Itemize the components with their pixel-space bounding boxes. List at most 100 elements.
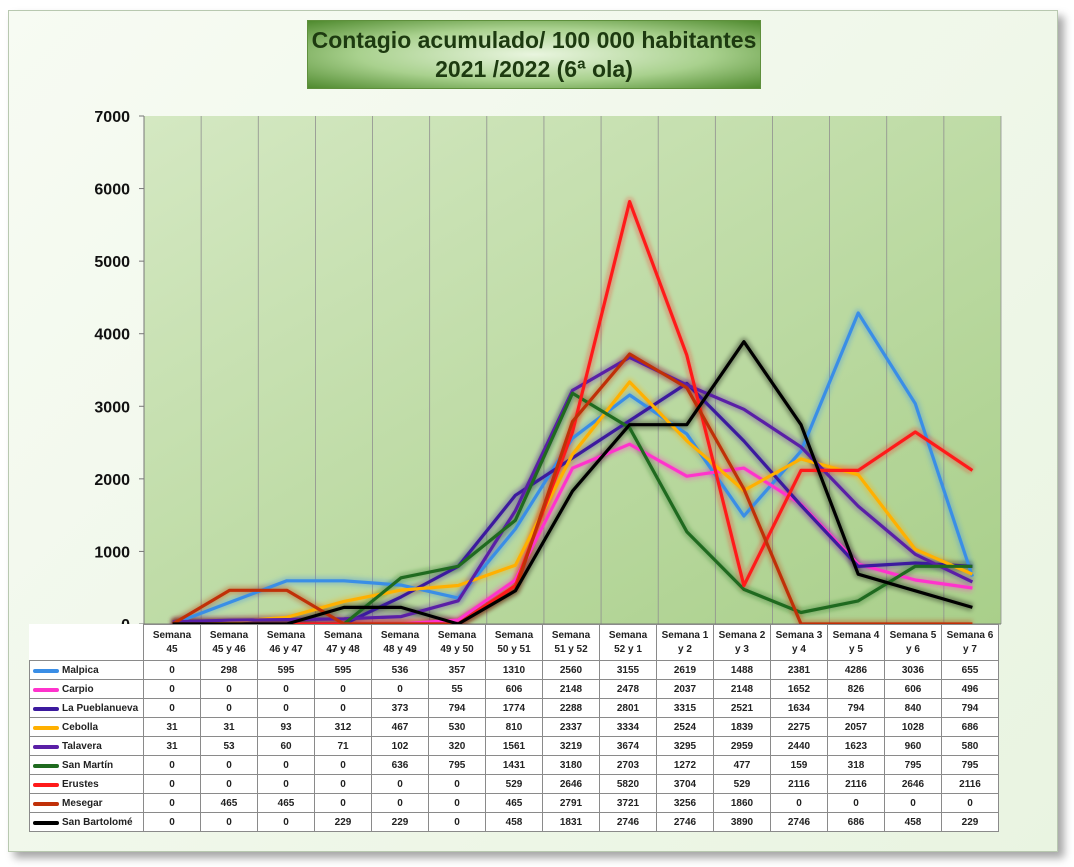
data-cell: 0 (770, 793, 828, 813)
data-cell: 3704 (656, 774, 714, 794)
data-cell: 636 (371, 755, 429, 775)
data-cell: 0 (257, 679, 315, 699)
data-cell: 0 (143, 755, 201, 775)
data-cell: 477 (713, 755, 771, 775)
data-cell: 2478 (599, 679, 657, 699)
data-cell: 529 (713, 774, 771, 794)
data-cell: 357 (428, 660, 486, 680)
data-cell: 465 (200, 793, 258, 813)
data-cell: 0 (143, 793, 201, 813)
data-cell: 0 (143, 698, 201, 718)
data-cell: 229 (371, 812, 429, 832)
data-cell: 320 (428, 736, 486, 756)
data-cell: 93 (257, 717, 315, 737)
legend-key (33, 764, 59, 768)
data-cell: 467 (371, 717, 429, 737)
data-cell: 31 (200, 717, 258, 737)
data-cell: 465 (257, 793, 315, 813)
data-cell: 1028 (884, 717, 942, 737)
data-cell: 2746 (770, 812, 828, 832)
data-cell: 53 (200, 736, 258, 756)
category-header: Semana 52 y 1 (599, 624, 657, 661)
data-cell: 3180 (542, 755, 600, 775)
data-cell: 102 (371, 736, 429, 756)
data-cell: 580 (941, 736, 999, 756)
data-cell: 496 (941, 679, 999, 699)
data-cell: 1839 (713, 717, 771, 737)
data-cell: 5820 (599, 774, 657, 794)
data-cell: 0 (143, 774, 201, 794)
data-cell: 2148 (542, 679, 600, 699)
data-cell: 2524 (656, 717, 714, 737)
data-cell: 1431 (485, 755, 543, 775)
data-cell: 3155 (599, 660, 657, 680)
data-cell: 606 (485, 679, 543, 699)
data-cell: 2057 (827, 717, 885, 737)
category-header: Semana 48 y 49 (371, 624, 429, 661)
data-cell: 0 (143, 679, 201, 699)
data-cell: 60 (257, 736, 315, 756)
data-cell: 795 (884, 755, 942, 775)
y-tick-label: 7000 (94, 109, 130, 126)
series-name: Carpio (29, 679, 144, 699)
data-cell: 31 (143, 736, 201, 756)
data-cell: 0 (371, 774, 429, 794)
data-cell: 2646 (542, 774, 600, 794)
data-cell: 229 (941, 812, 999, 832)
y-tick-label: 4000 (94, 327, 130, 344)
data-cell: 2116 (827, 774, 885, 794)
data-cell: 2560 (542, 660, 600, 680)
data-table: Semana 45 Semana 45 y 46 Semana 46 y 47 Semana… (29, 624, 999, 832)
data-cell: 3890 (713, 812, 771, 832)
y-tick-label: 2000 (94, 472, 130, 489)
series-name: Talavera (29, 736, 144, 756)
data-cell: 318 (827, 755, 885, 775)
data-cell: 0 (371, 793, 429, 813)
data-cell: 0 (257, 755, 315, 775)
data-cell: 0 (884, 793, 942, 813)
series-line (172, 311, 974, 626)
data-cell: 0 (314, 793, 372, 813)
data-cell: 0 (428, 793, 486, 813)
data-cell: 960 (884, 736, 942, 756)
category-header: Semana 51 y 52 (542, 624, 600, 661)
category-header: Semana 45 y 46 (200, 624, 258, 661)
data-cell: 2037 (656, 679, 714, 699)
data-cell: 3674 (599, 736, 657, 756)
table-row: San Martín 0 0 0 0 636 795 1431 3180 2703 1272 477 1… (29, 755, 999, 775)
data-cell: 1272 (656, 755, 714, 775)
data-cell: 0 (314, 698, 372, 718)
data-cell: 1652 (770, 679, 828, 699)
data-cell: 1860 (713, 793, 771, 813)
data-cell: 3036 (884, 660, 942, 680)
data-cell: 2148 (713, 679, 771, 699)
table-row: Carpio 0 0 0 0 0 55 606 2148 2478 2037 2148 1652 826 6… (29, 679, 999, 699)
series-line (172, 340, 973, 626)
data-cell: 2619 (656, 660, 714, 680)
chart-title: Contagio acumulado/ 100 000 habitantes (311, 26, 757, 53)
data-cell: 1774 (485, 698, 543, 718)
data-cell: 606 (884, 679, 942, 699)
legend-key (33, 821, 59, 825)
data-cell: 0 (314, 755, 372, 775)
data-cell: 686 (827, 812, 885, 832)
data-cell: 2337 (542, 717, 600, 737)
legend-key (33, 726, 59, 730)
table-row: Mesegar 0 465 465 0 0 0 465 2791 3721 3256 1860 0 0 0 0 (29, 793, 999, 813)
data-cell: 55 (428, 679, 486, 699)
data-cell: 795 (941, 755, 999, 775)
series-name: San Bartolomé (29, 812, 144, 832)
data-cell: 0 (428, 774, 486, 794)
legend-key (33, 783, 59, 787)
data-cell: 840 (884, 698, 942, 718)
data-cell: 2646 (884, 774, 942, 794)
legend-key (33, 707, 59, 711)
data-cell: 31 (143, 717, 201, 737)
category-header: Semana 49 y 50 (428, 624, 486, 661)
data-cell: 530 (428, 717, 486, 737)
table-row: Erustes 0 0 0 0 0 0 529 2646 5820 3704 529 2116 2116 2… (29, 774, 999, 794)
data-cell: 0 (200, 774, 258, 794)
data-cell: 2746 (656, 812, 714, 832)
